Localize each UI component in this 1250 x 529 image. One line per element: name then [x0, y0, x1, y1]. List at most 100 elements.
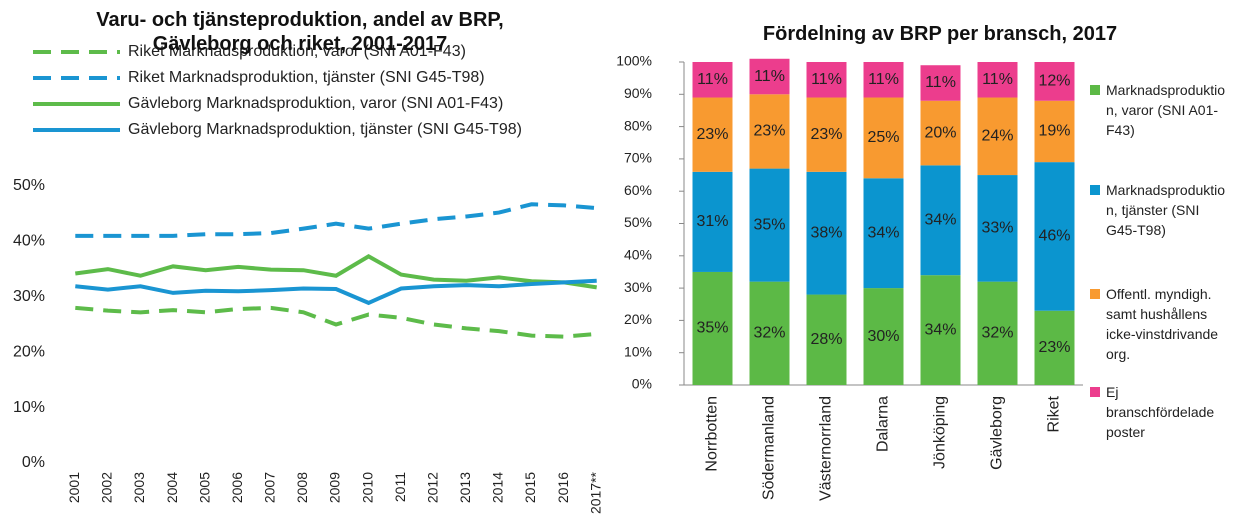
x-tick-label: 2009 [327, 472, 343, 503]
x-tick-label: 2017** [587, 471, 603, 514]
x-tick-label: 2015 [522, 472, 538, 503]
y-tick-label: 30% [624, 279, 652, 295]
data-label: 12% [1038, 73, 1070, 90]
bar-segment [920, 275, 961, 385]
x-tick-label: 2014 [490, 472, 506, 503]
y-tick-label: 30% [13, 288, 45, 305]
x-tick-label: Gävleborg [989, 396, 1006, 470]
bar-segment [692, 62, 733, 98]
legend-label: Offentl. myndigh. samt hushållens icke-v… [1106, 286, 1219, 362]
x-tick-label: 2016 [555, 472, 571, 503]
chart-title: Fördelning av BRP per bransch, 2017 [762, 23, 1118, 45]
data-label: 34% [924, 321, 956, 338]
y-tick-label: 100% [616, 53, 652, 69]
bar-segment [920, 100, 961, 166]
bar-segment [692, 97, 733, 172]
data-label: 11% [982, 71, 1013, 88]
x-tick-label: 2008 [294, 472, 310, 503]
bar-segment [806, 62, 847, 98]
line-series [75, 202, 597, 238]
bar-segment [749, 281, 790, 385]
data-label: 32% [981, 325, 1013, 342]
bar-segment [806, 294, 847, 385]
data-label: 34% [924, 211, 956, 228]
bar-segment [749, 94, 790, 169]
data-label: 33% [981, 220, 1013, 237]
data-label: 35% [696, 320, 728, 337]
y-tick-label: 70% [624, 150, 652, 166]
x-tick-label: Jönköping [932, 396, 949, 469]
data-label: 38% [810, 224, 842, 241]
y-tick-label: 60% [624, 182, 652, 198]
data-label: 11% [754, 68, 785, 85]
legend-label: Ej branschfördelade poster [1106, 384, 1215, 440]
bar-segment [1034, 100, 1075, 163]
data-label: 34% [867, 224, 899, 241]
y-tick-label: 40% [624, 247, 652, 263]
x-tick-label: Dalarna [875, 396, 892, 452]
legend-swatch [1090, 289, 1100, 299]
data-label: 24% [981, 128, 1013, 145]
data-label: 19% [1038, 123, 1070, 140]
legend-swatch [1090, 185, 1100, 195]
data-label: 11% [868, 71, 899, 88]
y-tick-label: 80% [624, 117, 652, 133]
line-series [75, 254, 598, 290]
data-label: 23% [696, 126, 728, 143]
data-label: 23% [753, 123, 785, 140]
data-label: 23% [1038, 339, 1070, 356]
x-tick-label: 2011 [392, 472, 408, 502]
y-tick-label: 50% [13, 177, 45, 194]
data-label: 11% [697, 71, 728, 88]
y-tick-label: 20% [624, 311, 652, 327]
data-label: 32% [753, 325, 785, 342]
legend-label: Marknadsproduktion, tjänster (SNI G45-T9… [1106, 182, 1226, 238]
x-tick-label: 2005 [196, 472, 212, 503]
y-tick-label: 90% [624, 85, 652, 101]
bar-segment [863, 288, 904, 385]
data-label: 46% [1038, 228, 1070, 245]
y-tick-label: 10% [13, 399, 45, 416]
bar-segment [1034, 162, 1075, 311]
y-tick-label: 20% [13, 343, 45, 360]
legend-label: Gävleborg Marknadsproduktion, tjänster (… [128, 121, 522, 138]
legend-label: Marknadsproduktion, varor (SNI A01-F43) [1106, 82, 1226, 138]
data-label: 25% [867, 129, 899, 146]
legend-swatch [1090, 85, 1100, 95]
bar-segment [977, 97, 1018, 176]
data-label: 35% [753, 216, 785, 233]
bar-segment [692, 171, 733, 272]
bar-segment [977, 281, 1018, 385]
x-tick-label: 2012 [424, 472, 440, 503]
x-tick-label: 2003 [131, 472, 147, 503]
x-tick-label: 2010 [359, 472, 375, 503]
x-tick-label: 2004 [164, 472, 180, 503]
x-tick-label: 2002 [99, 472, 115, 503]
data-label: 31% [696, 213, 728, 230]
bar-segment [863, 178, 904, 289]
bar-segment [920, 165, 961, 276]
data-label: 20% [924, 124, 956, 141]
bar-segment [920, 65, 961, 101]
data-label: 28% [810, 331, 842, 348]
y-tick-label: 0% [632, 376, 652, 392]
x-tick-label: 2006 [229, 472, 245, 503]
bar-segment [863, 97, 904, 179]
bar-segment [749, 58, 790, 95]
legend-label: Riket Marknadsproduktion, tjänster (SNI … [128, 69, 485, 86]
data-label: 30% [867, 328, 899, 345]
bar-segment [977, 62, 1018, 98]
x-tick-label: 2013 [457, 472, 473, 503]
bar-segment [749, 168, 790, 282]
y-tick-label: 0% [22, 454, 45, 471]
x-tick-label: Södermanland [761, 396, 778, 500]
data-label: 23% [810, 126, 842, 143]
bar-segment [1034, 310, 1075, 385]
x-tick-label: Västernorrland [818, 396, 835, 501]
data-label: 11% [811, 71, 842, 88]
bar-segment [977, 175, 1018, 282]
legend-swatch [1090, 387, 1100, 397]
x-tick-label: Norrbotten [704, 396, 721, 472]
bar-segment [806, 97, 847, 172]
